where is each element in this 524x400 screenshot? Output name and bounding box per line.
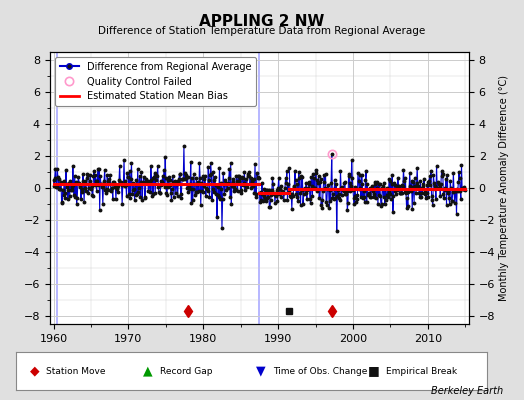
Y-axis label: Monthly Temperature Anomaly Difference (°C): Monthly Temperature Anomaly Difference (…	[499, 75, 509, 301]
Text: APPLING 2 NW: APPLING 2 NW	[199, 14, 325, 29]
Text: Difference of Station Temperature Data from Regional Average: Difference of Station Temperature Data f…	[99, 26, 425, 36]
Text: Berkeley Earth: Berkeley Earth	[431, 386, 503, 396]
Text: ■: ■	[368, 364, 380, 378]
Text: Empirical Break: Empirical Break	[386, 366, 457, 376]
Text: ▲: ▲	[143, 364, 152, 378]
Text: Time of Obs. Change: Time of Obs. Change	[273, 366, 367, 376]
Text: ◆: ◆	[30, 364, 39, 378]
Text: ▼: ▼	[256, 364, 266, 378]
Text: Record Gap: Record Gap	[160, 366, 212, 376]
Legend: Difference from Regional Average, Quality Control Failed, Estimated Station Mean: Difference from Regional Average, Qualit…	[54, 57, 256, 106]
Text: Station Move: Station Move	[46, 366, 106, 376]
